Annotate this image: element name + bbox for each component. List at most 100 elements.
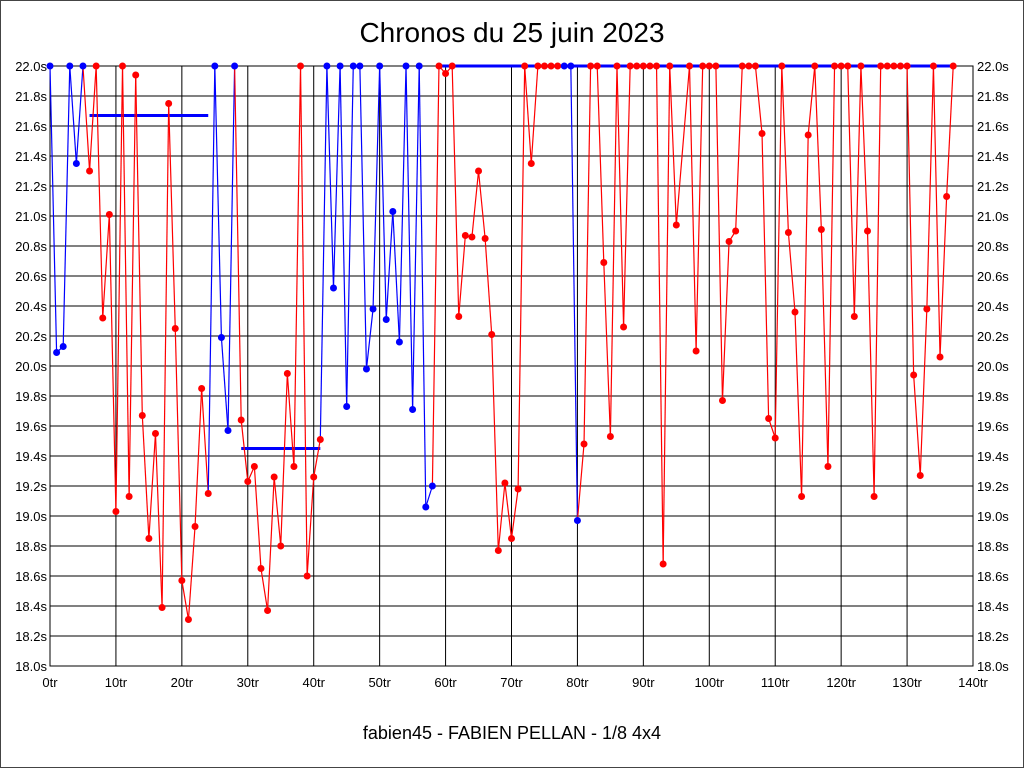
series-segment bbox=[75, 65, 84, 164]
series-segment bbox=[715, 65, 724, 401]
series-segment bbox=[497, 482, 506, 551]
data-point bbox=[99, 314, 107, 322]
y-tick-label-left: 18.2s bbox=[15, 629, 47, 644]
data-point bbox=[798, 493, 806, 500]
y-tick-label-left: 22.0s bbox=[15, 59, 47, 74]
data-point bbox=[151, 430, 159, 437]
data-point bbox=[870, 493, 878, 500]
data-point bbox=[428, 482, 436, 490]
data-point bbox=[53, 349, 61, 356]
series-segment bbox=[88, 65, 97, 172]
data-point bbox=[712, 62, 720, 70]
data-point bbox=[79, 62, 87, 70]
series-segment bbox=[873, 65, 882, 497]
x-tick-label: 40tr bbox=[303, 675, 326, 690]
data-point bbox=[547, 62, 555, 70]
data-point bbox=[916, 472, 924, 479]
data-point bbox=[362, 365, 370, 373]
x-tick-label: 80tr bbox=[566, 675, 589, 690]
series-segment bbox=[807, 65, 816, 136]
series-segment bbox=[853, 65, 862, 317]
series-segment bbox=[510, 488, 519, 539]
series-segment bbox=[583, 65, 592, 445]
series-segment bbox=[603, 262, 611, 437]
data-point bbox=[600, 259, 608, 266]
x-tick-label: 60tr bbox=[434, 675, 457, 690]
x-tick-label: 20tr bbox=[171, 675, 194, 690]
series-segment bbox=[721, 241, 730, 401]
series-segment bbox=[319, 65, 328, 440]
data-point bbox=[395, 338, 403, 346]
data-point bbox=[316, 436, 324, 443]
y-tick-label-right: 19.8s bbox=[977, 389, 1009, 404]
data-point bbox=[389, 208, 397, 215]
data-point bbox=[877, 62, 885, 70]
series-segment bbox=[207, 65, 216, 494]
data-point bbox=[132, 71, 140, 79]
y-tick-label-left: 20.4s bbox=[15, 299, 47, 314]
data-point bbox=[184, 616, 192, 623]
y-tick-label-left: 18.6s bbox=[15, 569, 47, 584]
series-segment bbox=[754, 65, 763, 134]
x-tick-label: 130tr bbox=[892, 675, 922, 690]
x-tick-label: 70tr bbox=[500, 675, 523, 690]
data-point bbox=[488, 331, 496, 338]
data-point bbox=[112, 508, 120, 515]
data-point bbox=[653, 62, 661, 70]
data-point bbox=[738, 62, 746, 70]
series-segment bbox=[517, 65, 526, 490]
series-segment bbox=[609, 65, 618, 437]
y-tick-label-left: 18.0s bbox=[15, 659, 47, 674]
y-tick-label-right: 20.6s bbox=[977, 269, 1009, 284]
data-point bbox=[415, 62, 423, 70]
series-segment bbox=[280, 373, 288, 547]
data-point bbox=[105, 211, 113, 218]
data-point bbox=[270, 473, 278, 481]
series-segment bbox=[266, 476, 275, 611]
y-tick-label-left: 21.6s bbox=[15, 119, 47, 134]
series-segment bbox=[168, 103, 176, 329]
y-tick-label-left: 19.4s bbox=[15, 449, 47, 464]
data-point bbox=[534, 62, 542, 70]
series-segment bbox=[141, 415, 150, 539]
data-point bbox=[211, 62, 219, 70]
series-segment bbox=[273, 476, 282, 547]
data-point bbox=[244, 478, 252, 485]
data-point bbox=[567, 62, 575, 70]
series-segment bbox=[234, 65, 242, 421]
data-point bbox=[283, 370, 291, 377]
series-segment bbox=[49, 65, 58, 353]
data-point bbox=[593, 62, 601, 70]
series-segment bbox=[774, 65, 783, 439]
data-point bbox=[46, 62, 54, 70]
y-tick-label-left: 19.0s bbox=[15, 509, 47, 524]
data-point bbox=[369, 305, 377, 313]
data-point bbox=[692, 347, 700, 355]
data-point bbox=[264, 607, 272, 614]
series-segment bbox=[135, 74, 143, 416]
data-point bbox=[329, 284, 337, 292]
data-point bbox=[626, 62, 634, 70]
x-tick-label: 110tr bbox=[761, 675, 790, 690]
data-point bbox=[817, 226, 825, 233]
series-segment bbox=[82, 65, 91, 172]
series-segment bbox=[313, 439, 321, 478]
data-point bbox=[943, 193, 951, 200]
data-point bbox=[527, 160, 535, 167]
data-point bbox=[903, 62, 911, 70]
series-segment bbox=[253, 466, 262, 569]
data-point bbox=[587, 62, 595, 70]
series-segment bbox=[787, 232, 796, 313]
x-tick-label: 140tr bbox=[958, 675, 988, 690]
series-segment bbox=[181, 580, 190, 620]
series-segment bbox=[688, 65, 697, 352]
data-point bbox=[250, 463, 258, 470]
chart-title: Chronos du 25 juin 2023 bbox=[359, 17, 665, 48]
data-point bbox=[633, 62, 641, 70]
data-point bbox=[224, 427, 232, 434]
series-segment bbox=[148, 433, 157, 539]
data-point bbox=[620, 323, 628, 331]
y-tick-label-left: 18.4s bbox=[15, 599, 47, 614]
series-segment bbox=[121, 65, 130, 497]
y-tick-label-left: 20.0s bbox=[15, 359, 47, 374]
